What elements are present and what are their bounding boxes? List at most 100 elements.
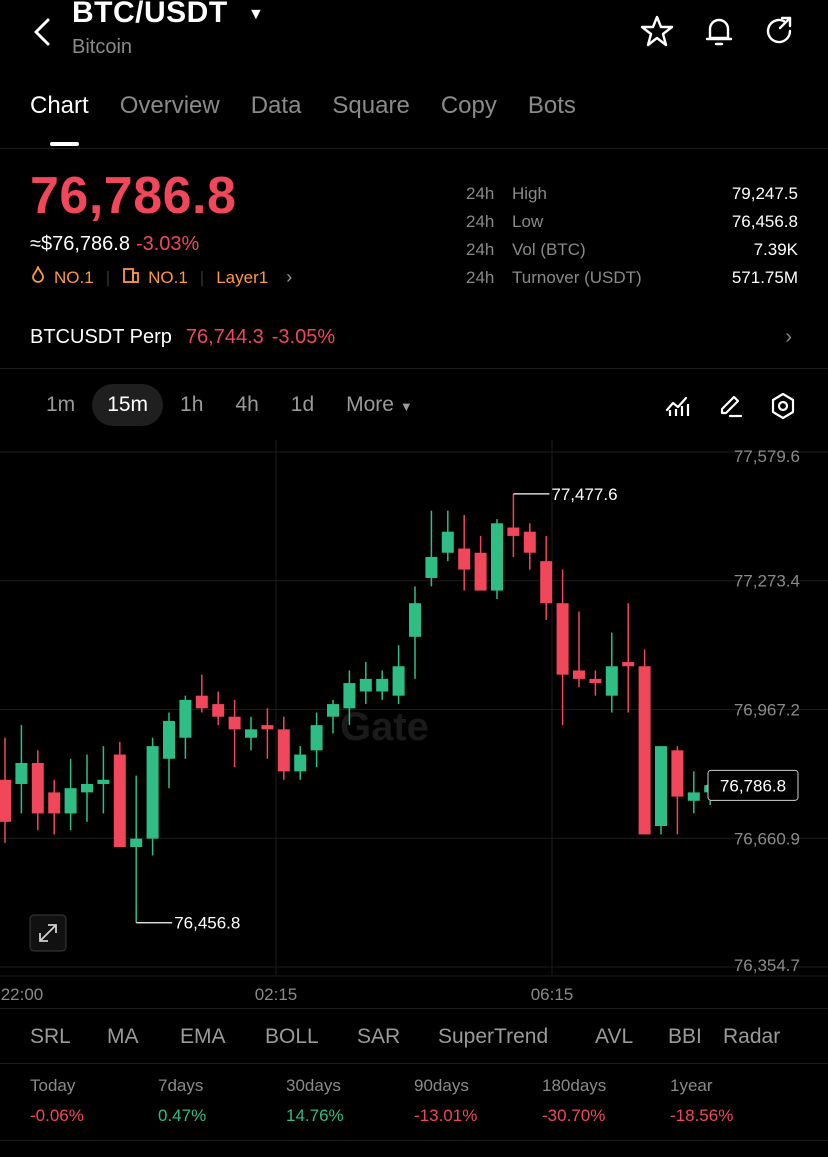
candle-body: [458, 548, 471, 570]
performance-row: Today -0.06% 7days 0.47% 30days 14.76% 9…: [30, 1076, 798, 1126]
chevron-right-icon[interactable]: ›: [785, 326, 792, 348]
timeframe-more[interactable]: More ▼: [331, 384, 428, 426]
candle-body: [376, 678, 389, 692]
indicator-radar[interactable]: Radar: [723, 1025, 781, 1048]
candle-body: [638, 666, 651, 835]
candle-body: [507, 527, 520, 536]
stats-panel: 24h High 79,247.5 24h Low 76,456.8 24h V…: [466, 180, 798, 292]
candle-body: [64, 788, 77, 814]
more-label: More: [346, 393, 394, 416]
indicator-srl[interactable]: SRL: [30, 1025, 71, 1048]
timeframe-bar: 1m 15m 1h 4h 1d More ▼: [30, 384, 430, 426]
perf-180days: 180days -30.70%: [542, 1076, 607, 1125]
chevron-right-icon: ›: [286, 267, 293, 287]
last-price: 76,786.8: [30, 167, 237, 225]
pair-subtitle: Bitcoin: [72, 36, 133, 58]
indicator-sar[interactable]: SAR: [357, 1025, 401, 1048]
candle-body: [392, 666, 405, 696]
candle-body: [573, 670, 585, 679]
candle-body: [556, 603, 569, 675]
back-button[interactable]: [28, 14, 58, 50]
star-icon[interactable]: [640, 14, 674, 48]
chart-bottom-divider: [0, 1008, 828, 1009]
candle-body: [97, 779, 110, 784]
candle-body: [327, 704, 339, 717]
perp-divider: [0, 368, 828, 369]
stat-high: 24h High 79,247.5: [466, 184, 798, 203]
watermark-text: Gate: [340, 705, 429, 749]
candle-body: [48, 792, 61, 814]
timeframe-4h[interactable]: 4h: [235, 393, 259, 416]
expand-button[interactable]: [29, 914, 67, 952]
perp-change: -3.05%: [271, 326, 336, 348]
candle-body: [425, 556, 438, 578]
last-price-box: [707, 769, 799, 801]
share-icon[interactable]: [762, 14, 796, 48]
candle-body: [409, 603, 421, 637]
candle-body: [261, 725, 274, 730]
perf-1year: 1year -18.56%: [670, 1076, 734, 1125]
candle-body: [687, 792, 700, 801]
tag-layer: Layer1: [216, 267, 269, 287]
flame-icon: [30, 266, 46, 289]
tab-copy[interactable]: Copy: [440, 92, 497, 119]
candle-body: [605, 666, 618, 696]
indicator-ema[interactable]: EMA: [180, 1025, 226, 1048]
tab-square[interactable]: Square: [332, 92, 410, 119]
candle-body: [540, 561, 553, 604]
settings-icon[interactable]: [769, 392, 797, 420]
candlestick-chart[interactable]: 77,579.6 77,273.4 76,967.2 76,660.9 76,354.7…: [0, 440, 828, 1005]
tag-rank-cap: NO.1: [148, 267, 188, 287]
x-tick-label: 02:15: [255, 985, 298, 1004]
indicator-ma[interactable]: MA: [107, 1025, 139, 1048]
caret-down-icon[interactable]: ▼: [248, 6, 264, 23]
bell-icon[interactable]: [702, 14, 736, 48]
perp-name: BTCUSDT Perp: [30, 326, 172, 348]
tab-overview[interactable]: Overview: [119, 92, 220, 119]
x-tick-label: 22:00: [1, 985, 44, 1004]
expand-arrows: [39, 924, 57, 942]
indicator-boll[interactable]: BOLL: [265, 1025, 319, 1048]
pencil-icon[interactable]: [717, 392, 745, 420]
low-marker-label: 76,456.8: [174, 914, 240, 933]
perf-90days: 90days -13.01%: [414, 1076, 478, 1125]
indicator-bar: SRL MA EMA BOLL SAR SuperTrend AVL BBI R…: [30, 1025, 780, 1049]
indicator-avl[interactable]: AVL: [595, 1025, 634, 1048]
caret-down-icon: ▼: [399, 399, 413, 414]
perp-row[interactable]: BTCUSDT Perp 76,744.3 -3.05%: [30, 326, 335, 349]
pair-title[interactable]: BTC/USDT: [72, 0, 228, 29]
tab-bots[interactable]: Bots: [527, 92, 576, 119]
candle-body: [310, 725, 323, 751]
y-tick-label: 76,354.7: [734, 956, 800, 975]
stat-volume: 24h Vol (BTC) 7.39K: [466, 240, 798, 259]
bottom-divider: [0, 1140, 828, 1141]
timeframe-1m[interactable]: 1m: [46, 393, 76, 416]
candle-body: [31, 762, 44, 814]
candle-body: [245, 729, 257, 738]
candle-body: [441, 531, 454, 553]
y-tick-label: 77,273.4: [734, 572, 800, 591]
tabs-divider: [0, 148, 828, 149]
candle-body: [523, 531, 536, 553]
candle-body: [195, 695, 208, 709]
perf-30days: 30days 14.76%: [286, 1076, 344, 1125]
tag-row[interactable]: NO.1 | NO.1 | Layer1 ›: [30, 266, 292, 289]
candle-body: [474, 552, 487, 591]
candle-body: [0, 779, 11, 822]
last-price-label: 76,786.8: [720, 776, 786, 795]
candle-body: [671, 750, 684, 797]
tab-chart[interactable]: Chart: [30, 92, 89, 146]
tab-data[interactable]: Data: [250, 92, 302, 119]
timeframe-1d[interactable]: 1d: [290, 393, 315, 416]
stat-low: 24h Low 76,456.8: [466, 212, 798, 231]
timeframe-1h[interactable]: 1h: [180, 393, 204, 416]
usd-price: ≈$76,786.8: [30, 233, 130, 255]
indicator-supertrend[interactable]: SuperTrend: [438, 1025, 549, 1048]
y-tick-label: 77,579.6: [734, 447, 800, 466]
tag-rank-hot: NO.1: [54, 267, 94, 287]
timeframe-15m[interactable]: 15m: [92, 384, 164, 426]
indicator-bbi[interactable]: BBI: [668, 1025, 702, 1048]
candle-body: [179, 699, 192, 738]
indicator-chart-icon[interactable]: [664, 392, 692, 420]
candle-body: [212, 704, 225, 717]
